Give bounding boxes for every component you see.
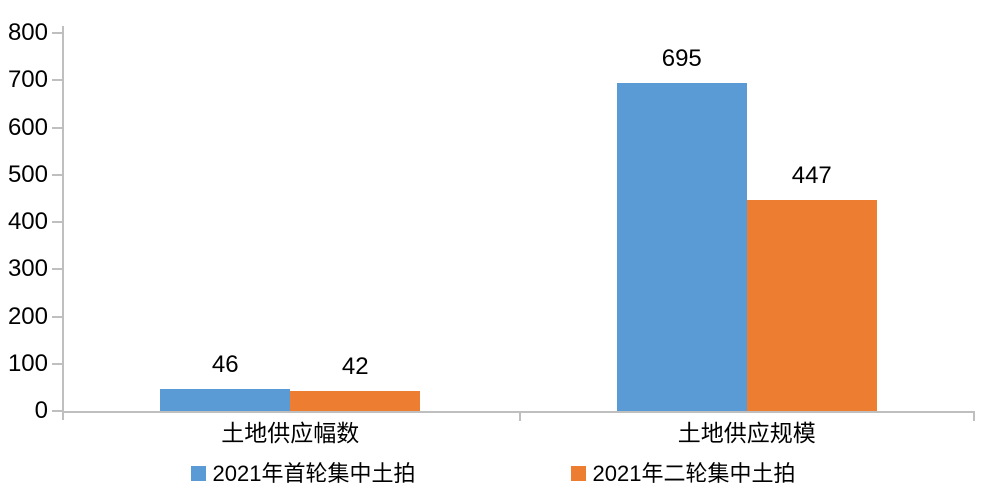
y-axis-tick: [52, 173, 62, 176]
y-axis-tick: [52, 221, 62, 223]
y-axis-tick-label: 0: [34, 397, 48, 424]
legend-label: 2021年二轮集中土拍: [592, 461, 796, 486]
y-axis-tick-label: 700: [7, 66, 48, 94]
y-axis-tick: [52, 126, 62, 129]
bar-series2-category1: [290, 391, 421, 411]
y-axis-tick-label: 600: [7, 113, 48, 141]
bar-series1-category2: [616, 82, 747, 411]
legend-item-series1: 2021年首轮集中土拍: [190, 460, 416, 487]
y-axis-line: [62, 26, 64, 420]
legend-swatch-orange: [570, 466, 586, 481]
x-axis-category-label: 土地供应规模: [677, 420, 816, 446]
bar-series2-category2: [746, 199, 877, 411]
y-axis-tick: [52, 410, 62, 412]
bar-value-label: 42: [341, 353, 369, 381]
bar-series1-category1: [160, 389, 291, 411]
y-axis-tick-label: 100: [7, 349, 48, 377]
y-axis-tick: [52, 362, 62, 365]
bar-value-label: 695: [661, 44, 702, 72]
x-axis-line: [62, 411, 975, 413]
legend-swatch-blue: [190, 466, 206, 481]
legend-label: 2021年首轮集中土拍: [212, 461, 416, 486]
y-axis-tick-label: 500: [7, 160, 48, 188]
x-axis-category-label: 土地供应幅数: [221, 420, 360, 446]
y-axis-tick: [52, 79, 62, 82]
y-axis-tick-label: 400: [7, 208, 48, 235]
x-axis-end-tick: [973, 413, 975, 421]
x-axis-divider-tick: [518, 413, 521, 421]
y-axis-tick: [52, 32, 62, 34]
legend-item-series2: 2021年二轮集中土拍: [570, 460, 796, 487]
y-axis-tick-label: 200: [7, 302, 48, 330]
bar-value-label: 447: [791, 161, 832, 189]
y-axis-tick: [52, 268, 62, 271]
y-axis-tick: [52, 315, 62, 318]
bar-value-label: 46: [211, 351, 239, 379]
legend: 2021年首轮集中土拍 2021年二轮集中土拍: [0, 460, 986, 487]
y-axis-tick-label: 300: [7, 255, 48, 283]
y-axis-tick-label: 800: [7, 19, 48, 46]
